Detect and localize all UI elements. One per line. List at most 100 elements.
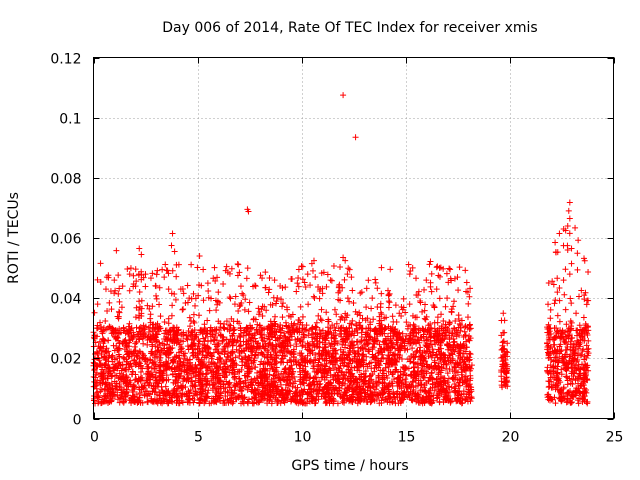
data-point bbox=[556, 230, 563, 237]
data-point bbox=[409, 345, 416, 352]
data-point bbox=[360, 370, 367, 377]
data-point bbox=[372, 325, 379, 332]
data-point bbox=[210, 371, 217, 378]
data-point bbox=[463, 279, 470, 286]
data-point bbox=[348, 364, 355, 371]
data-point bbox=[232, 293, 239, 300]
data-point bbox=[279, 303, 286, 310]
data-point bbox=[265, 289, 272, 296]
data-point bbox=[133, 278, 140, 285]
data-point bbox=[455, 287, 462, 294]
data-point bbox=[213, 326, 220, 333]
data-point bbox=[308, 330, 315, 337]
data-point bbox=[180, 306, 187, 313]
data-point bbox=[147, 311, 154, 318]
data-point bbox=[346, 298, 353, 305]
data-point bbox=[568, 245, 575, 252]
data-point bbox=[312, 273, 319, 280]
data-point bbox=[152, 283, 159, 290]
data-point bbox=[136, 394, 143, 401]
data-point bbox=[132, 383, 139, 390]
data-point bbox=[554, 275, 561, 282]
data-point bbox=[427, 374, 434, 381]
data-point bbox=[259, 275, 266, 282]
data-point bbox=[562, 266, 569, 273]
data-point bbox=[169, 230, 176, 237]
data-point bbox=[433, 376, 440, 383]
data-point bbox=[173, 273, 180, 280]
data-point bbox=[418, 381, 425, 388]
data-point bbox=[301, 386, 308, 393]
data-point bbox=[161, 318, 168, 325]
data-point bbox=[370, 316, 377, 323]
data-point bbox=[220, 334, 227, 341]
data-point bbox=[393, 390, 400, 397]
data-point bbox=[552, 400, 559, 407]
data-point bbox=[168, 242, 175, 249]
data-point bbox=[385, 298, 392, 305]
data-point bbox=[422, 301, 429, 308]
data-point bbox=[156, 284, 163, 291]
data-point bbox=[246, 299, 253, 306]
data-point bbox=[374, 337, 381, 344]
data-point bbox=[210, 275, 217, 282]
data-point bbox=[312, 330, 319, 337]
data-point bbox=[279, 300, 286, 307]
data-point bbox=[455, 316, 462, 323]
data-point bbox=[576, 371, 583, 378]
data-point bbox=[193, 354, 200, 361]
data-point bbox=[211, 264, 218, 271]
data-point bbox=[115, 308, 122, 315]
data-point bbox=[222, 363, 229, 370]
data-point bbox=[316, 295, 323, 302]
data-point bbox=[228, 398, 235, 405]
data-point bbox=[313, 324, 320, 331]
data-point bbox=[234, 272, 241, 279]
data-point bbox=[389, 399, 396, 406]
data-point bbox=[191, 319, 198, 326]
data-point bbox=[393, 318, 400, 325]
data-point bbox=[212, 297, 219, 304]
data-point bbox=[188, 329, 195, 336]
data-point bbox=[385, 291, 392, 298]
data-point bbox=[315, 396, 322, 403]
data-point bbox=[427, 258, 434, 265]
data-point bbox=[142, 283, 149, 290]
data-point bbox=[302, 283, 309, 290]
data-point bbox=[108, 373, 115, 380]
data-point bbox=[132, 361, 139, 368]
data-point bbox=[271, 277, 278, 284]
data-point bbox=[442, 303, 449, 310]
data-point bbox=[223, 318, 230, 325]
data-point bbox=[204, 280, 211, 287]
data-point bbox=[580, 314, 587, 321]
data-point bbox=[289, 370, 296, 377]
data-point bbox=[220, 324, 227, 331]
data-point bbox=[200, 266, 207, 273]
data-point bbox=[124, 266, 131, 273]
data-point bbox=[389, 313, 396, 320]
data-point bbox=[564, 247, 571, 254]
data-point bbox=[276, 326, 283, 333]
data-point bbox=[364, 315, 371, 322]
data-point bbox=[226, 321, 233, 328]
data-point bbox=[357, 290, 364, 297]
data-point bbox=[297, 376, 304, 383]
data-point bbox=[132, 283, 139, 290]
data-point bbox=[186, 314, 193, 321]
data-point bbox=[156, 301, 163, 308]
data-point bbox=[350, 381, 357, 388]
data-point bbox=[149, 303, 156, 310]
data-point bbox=[467, 285, 474, 292]
data-point bbox=[452, 318, 459, 325]
data-point bbox=[236, 353, 243, 360]
data-point bbox=[320, 347, 327, 354]
data-point bbox=[374, 285, 381, 292]
data-point bbox=[126, 320, 133, 327]
data-point bbox=[259, 351, 266, 358]
data-point bbox=[214, 375, 221, 382]
y-tick-label: 0.02 bbox=[50, 352, 81, 368]
data-point bbox=[344, 312, 351, 319]
data-point bbox=[315, 312, 322, 319]
data-point bbox=[428, 369, 435, 376]
